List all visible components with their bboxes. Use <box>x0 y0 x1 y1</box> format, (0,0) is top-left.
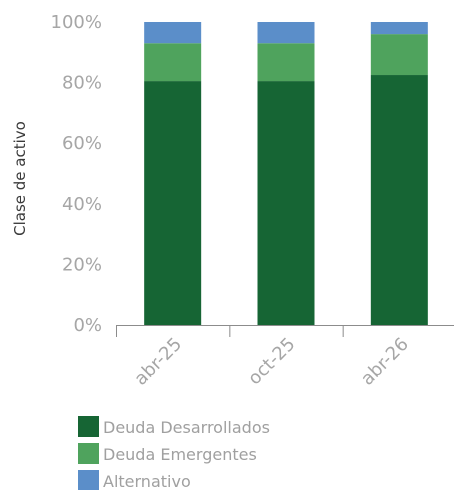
y-axis-ticks: 0% 20% 40% 60% 80% 100% <box>51 12 102 336</box>
legend-label: Deuda Emergentes <box>103 445 257 464</box>
bar-segment <box>257 43 315 82</box>
bar-segment <box>144 22 202 44</box>
legend-label: Deuda Desarrollados <box>103 418 270 437</box>
bar-segment <box>144 81 202 325</box>
legend: Deuda Desarrollados Deuda Emergentes Alter… <box>78 416 270 490</box>
y-axis-label-group: Clase de activo <box>11 121 29 236</box>
y-tick-label: 80% <box>62 73 102 94</box>
x-tick-label: oct-25 <box>244 334 299 389</box>
legend-swatch <box>78 416 99 437</box>
bar-segment <box>257 22 315 44</box>
legend-swatch <box>78 470 99 490</box>
bar-segment <box>370 22 428 35</box>
legend-swatch <box>78 443 99 464</box>
y-tick-label: 100% <box>51 12 102 33</box>
y-tick-label: 0% <box>73 315 102 336</box>
y-tick-label: 60% <box>62 133 102 154</box>
x-tick-label: abr-25 <box>130 334 186 390</box>
y-tick-label: 20% <box>62 254 102 275</box>
y-tick-label: 40% <box>62 194 102 215</box>
legend-label: Alternativo <box>103 472 191 490</box>
bar-segment <box>144 43 202 82</box>
bar-segment <box>257 81 315 325</box>
x-tick-label: abr-26 <box>357 334 413 390</box>
x-axis: abr-25 oct-25 abr-26 <box>116 325 454 390</box>
bar-segment <box>370 75 428 325</box>
y-axis-label: Clase de activo <box>11 121 29 236</box>
bars <box>144 22 428 325</box>
bar-segment <box>370 34 428 76</box>
